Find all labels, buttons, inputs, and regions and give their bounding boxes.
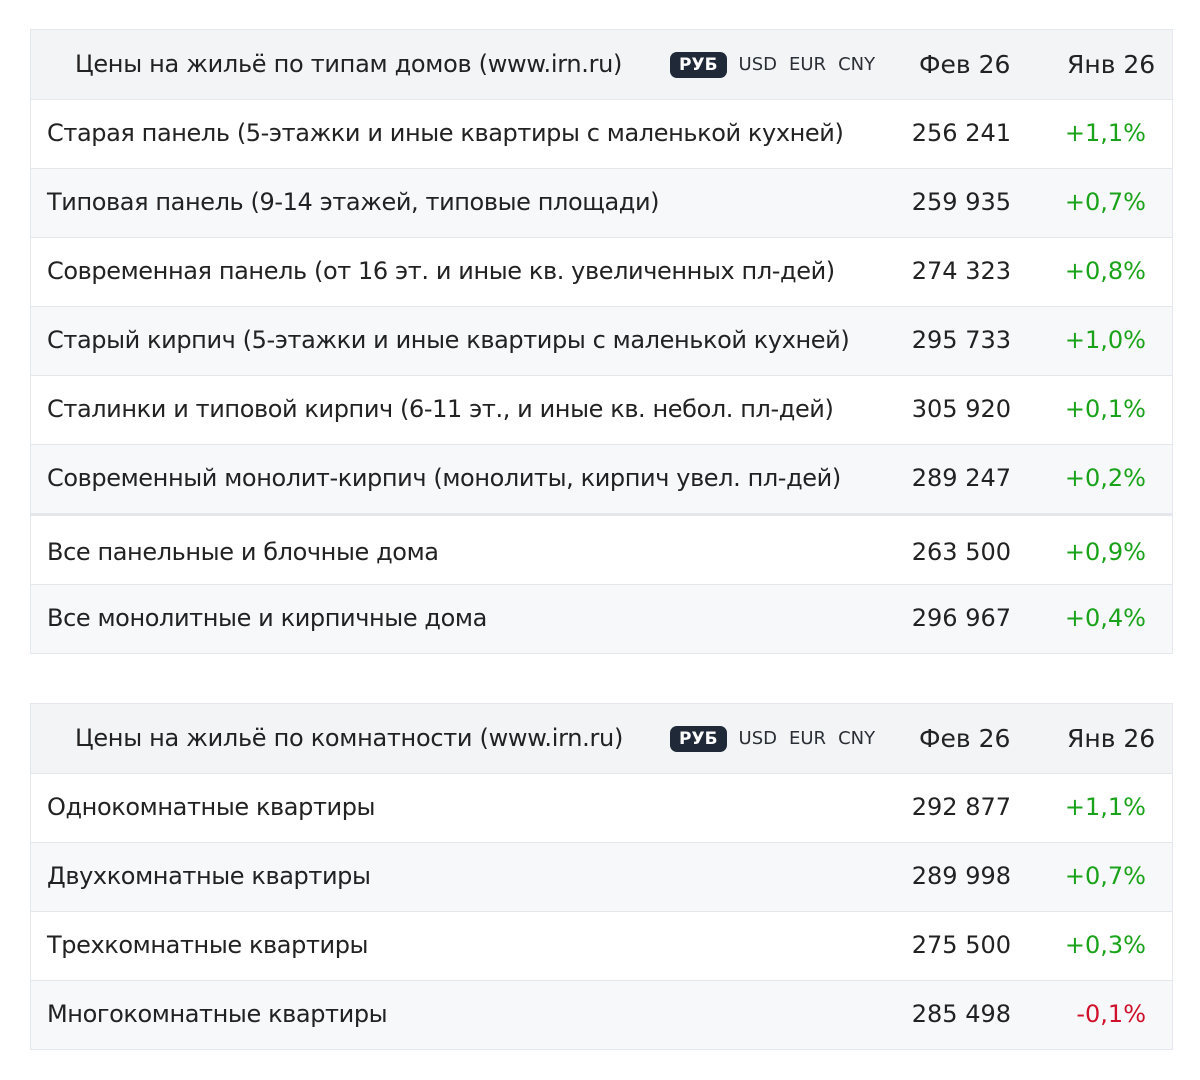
row-price: 285 498 xyxy=(911,1000,1011,1028)
currency-switcher: РУБ USD EUR CNY xyxy=(670,30,887,99)
table-row: Типовая панель (9-14 этажей, типовые пло… xyxy=(31,168,1172,237)
row-label: Типовая панель (9-14 этажей, типовые пло… xyxy=(47,188,660,216)
table-row: Многокомнатные квартиры 285 498 -0,1% xyxy=(31,980,1172,1049)
column-header-previous: Янв 26 xyxy=(1067,724,1156,753)
row-change: +0,3% xyxy=(1064,931,1146,959)
row-price: 256 241 xyxy=(911,119,1011,147)
row-price: 305 920 xyxy=(911,395,1011,423)
currency-rub-button[interactable]: РУБ xyxy=(670,51,727,78)
row-price: 263 500 xyxy=(911,538,1011,566)
row-label: Однокомнатные квартиры xyxy=(47,793,376,821)
row-price: 289 998 xyxy=(911,862,1011,890)
row-label: Старый кирпич (5-этажки и иные квартиры … xyxy=(47,326,850,354)
table-row-summary: Все панельные и блочные дома 263 500 +0,… xyxy=(31,513,1172,584)
row-price: 289 247 xyxy=(911,464,1011,492)
row-label: Современный монолит-кирпич (монолиты, ки… xyxy=(47,464,841,492)
table-header: Цены на жильё по типам домов (www.irn.ru… xyxy=(31,30,1172,99)
table-row-summary: Все монолитные и кирпичные дома 296 967 … xyxy=(31,584,1172,653)
row-change: +1,1% xyxy=(1064,119,1146,147)
table-header: Цены на жильё по комнатности (www.irn.ru… xyxy=(31,704,1172,773)
row-change: -0,1% xyxy=(1076,1000,1146,1028)
row-change: +1,1% xyxy=(1064,793,1146,821)
row-change: +0,2% xyxy=(1064,464,1146,492)
currency-switcher: РУБ USD EUR CNY xyxy=(670,704,887,773)
row-label: Современная панель (от 16 эт. и иные кв.… xyxy=(47,257,835,285)
currency-eur-button[interactable]: EUR xyxy=(789,728,827,749)
row-label: Многокомнатные квартиры xyxy=(47,1000,388,1028)
currency-cny-button[interactable]: CNY xyxy=(838,54,876,75)
row-label: Старая панель (5-этажки и иные квартиры … xyxy=(47,119,844,147)
table-row: Современная панель (от 16 эт. и иные кв.… xyxy=(31,237,1172,306)
row-label: Все монолитные и кирпичные дома xyxy=(47,604,487,632)
house-type-price-table: Цены на жильё по типам домов (www.irn.ru… xyxy=(30,29,1173,654)
row-price: 292 877 xyxy=(911,793,1011,821)
currency-eur-button[interactable]: EUR xyxy=(789,54,827,75)
row-label: Все панельные и блочные дома xyxy=(47,538,439,566)
table-row: Сталинки и типовой кирпич (6-11 эт., и и… xyxy=(31,375,1172,444)
table-title: Цены на жильё по типам домов (www.irn.ru… xyxy=(75,50,623,78)
table-row: Двухкомнатные квартиры 289 998 +0,7% xyxy=(31,842,1172,911)
currency-cny-button[interactable]: CNY xyxy=(838,728,876,749)
row-change: +0,7% xyxy=(1064,188,1146,216)
table-row: Старый кирпич (5-этажки и иные квартиры … xyxy=(31,306,1172,375)
column-header-previous: Янв 26 xyxy=(1067,50,1156,79)
column-header-current: Фев 26 xyxy=(919,724,1011,753)
row-price: 295 733 xyxy=(911,326,1011,354)
table-row: Старая панель (5-этажки и иные квартиры … xyxy=(31,99,1172,168)
currency-usd-button[interactable]: USD xyxy=(738,54,777,75)
row-price: 259 935 xyxy=(911,188,1011,216)
table-row: Трехкомнатные квартиры 275 500 +0,3% xyxy=(31,911,1172,980)
row-label: Сталинки и типовой кирпич (6-11 эт., и и… xyxy=(47,395,834,423)
row-price: 275 500 xyxy=(911,931,1011,959)
table-row: Однокомнатные квартиры 292 877 +1,1% xyxy=(31,773,1172,842)
row-price: 274 323 xyxy=(911,257,1011,285)
row-change: +0,1% xyxy=(1064,395,1146,423)
currency-rub-button[interactable]: РУБ xyxy=(670,725,727,752)
table-row: Современный монолит-кирпич (монолиты, ки… xyxy=(31,444,1172,513)
row-change: +0,9% xyxy=(1064,538,1146,566)
room-count-price-table: Цены на жильё по комнатности (www.irn.ru… xyxy=(30,703,1173,1050)
row-label: Трехкомнатные квартиры xyxy=(47,931,369,959)
row-change: +1,0% xyxy=(1064,326,1146,354)
table-title: Цены на жильё по комнатности (www.irn.ru… xyxy=(75,724,624,752)
row-label: Двухкомнатные квартиры xyxy=(47,862,371,890)
row-change: +0,8% xyxy=(1064,257,1146,285)
row-price: 296 967 xyxy=(911,604,1011,632)
row-change: +0,4% xyxy=(1064,604,1146,632)
column-header-current: Фев 26 xyxy=(919,50,1011,79)
row-change: +0,7% xyxy=(1064,862,1146,890)
currency-usd-button[interactable]: USD xyxy=(738,728,777,749)
